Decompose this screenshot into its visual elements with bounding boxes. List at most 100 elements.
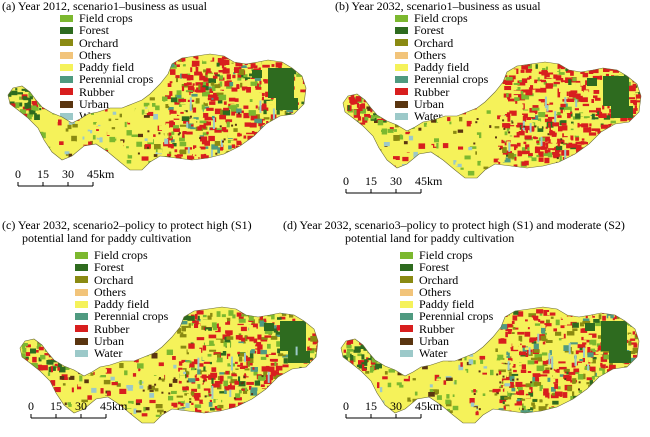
land-patch: [163, 99, 166, 102]
land-patch: [612, 149, 620, 154]
land-patch: [181, 332, 184, 336]
land-patch: [281, 157, 290, 163]
land-patch: [199, 75, 205, 81]
land-patch: [180, 345, 187, 349]
land-patch: [309, 345, 315, 352]
land-patch: [610, 309, 618, 313]
land-patch: [246, 118, 254, 122]
land-patch: [367, 358, 373, 361]
land-patch: [188, 323, 191, 329]
land-patch: [525, 89, 533, 96]
land-patch: [45, 101, 50, 104]
land-patch: [288, 378, 296, 383]
land-patch: [236, 142, 242, 145]
land-patch: [132, 107, 135, 113]
land-patch: [390, 361, 395, 368]
land-patch: [635, 148, 641, 154]
land-patch: [96, 122, 101, 126]
land-patch: [254, 77, 261, 81]
land-patch: [47, 359, 54, 365]
land-patch: [510, 166, 515, 172]
land-patch: [560, 409, 565, 415]
land-patch: [51, 352, 55, 357]
land-patch: [631, 368, 639, 371]
water-patch: [587, 364, 590, 371]
land-patch: [116, 351, 123, 357]
land-patch: [597, 111, 600, 115]
land-patch: [543, 310, 550, 316]
land-patch: [225, 330, 233, 334]
land-patch: [601, 387, 607, 390]
land-patch: [382, 168, 389, 174]
land-patch: [271, 64, 275, 67]
land-patch: [249, 338, 254, 342]
land-patch: [275, 371, 283, 377]
land-patch: [597, 391, 605, 396]
urban-patch: [241, 381, 244, 384]
land-patch: [301, 134, 306, 141]
land-patch: [221, 56, 229, 60]
land-patch: [263, 79, 267, 82]
land-patch: [206, 131, 209, 135]
water-patch: [230, 356, 233, 371]
land-patch: [609, 128, 616, 132]
land-patch: [575, 167, 583, 171]
land-patch: [569, 123, 574, 126]
land-patch: [358, 109, 363, 114]
land-patch: [521, 89, 526, 93]
legend-label: Urban: [419, 334, 449, 349]
land-patch: [388, 369, 395, 373]
land-patch: [192, 154, 195, 160]
land-patch: [94, 380, 101, 383]
land-patch: [523, 395, 531, 399]
land-patch: [631, 411, 639, 418]
land-patch: [216, 117, 221, 122]
land-patch: [174, 116, 182, 119]
land-patch: [610, 409, 615, 412]
land-patch: [598, 156, 605, 163]
land-patch: [563, 74, 567, 81]
land-patch: [350, 355, 354, 361]
land-patch: [219, 75, 223, 80]
legend-label: Field crops: [419, 248, 473, 262]
land-patch: [500, 377, 503, 382]
land-patch: [370, 117, 377, 121]
land-patch: [107, 131, 111, 135]
land-patch: [449, 121, 452, 125]
urban-patch: [473, 142, 476, 145]
land-patch: [308, 405, 315, 408]
land-patch: [565, 103, 568, 108]
land-patch: [214, 72, 218, 75]
land-patch: [501, 139, 505, 145]
land-patch: [541, 81, 547, 85]
land-patch: [309, 315, 314, 322]
land-patch: [582, 154, 587, 157]
legend-swatch: [60, 51, 73, 59]
legend-swatch: [400, 337, 413, 345]
land-patch: [497, 136, 504, 140]
land-patch: [165, 104, 170, 109]
land-patch: [296, 73, 304, 77]
land-patch: [569, 310, 574, 315]
land-patch: [595, 321, 604, 327]
land-patch: [223, 107, 229, 111]
land-patch: [250, 101, 254, 105]
land-patch: [616, 165, 622, 170]
land-patch: [291, 159, 297, 166]
land-patch: [601, 376, 605, 381]
land-patch: [480, 350, 483, 354]
land-patch: [575, 144, 582, 151]
urban-patch: [147, 146, 149, 149]
caption-line-1: (c) Year 2032, scenario2–policy to prote…: [2, 218, 252, 232]
land-patch: [432, 163, 437, 169]
land-patch: [169, 91, 173, 96]
land-patch: [295, 373, 300, 378]
land-patch: [543, 153, 550, 157]
land-patch: [310, 362, 316, 365]
land-patch: [375, 108, 382, 115]
land-patch: [59, 133, 67, 138]
land-patch: [582, 399, 589, 405]
land-patch: [502, 102, 510, 109]
land-patch: [547, 312, 550, 316]
land-patch: [615, 407, 623, 412]
